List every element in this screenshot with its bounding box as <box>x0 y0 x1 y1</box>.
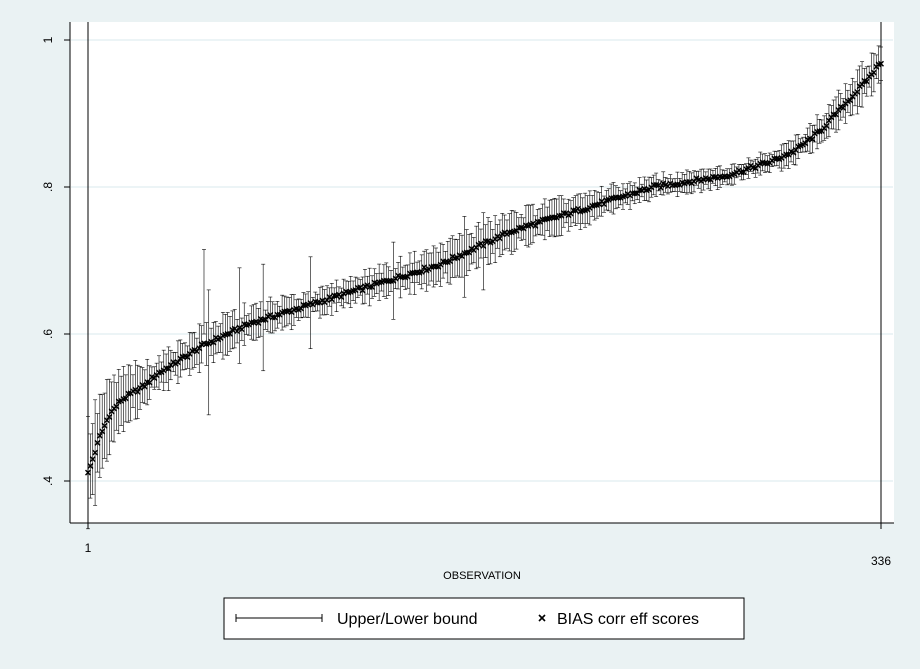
score-marker <box>809 136 816 143</box>
score-marker <box>328 296 335 303</box>
score-marker <box>418 268 425 275</box>
score-marker <box>825 117 832 124</box>
score-marker <box>298 305 305 312</box>
score-marker <box>447 258 454 265</box>
y-ticks: .4 .6 .8 1 <box>41 36 70 486</box>
score-marker <box>196 345 203 352</box>
score-marker <box>141 383 148 390</box>
score-marker <box>96 432 103 439</box>
plot-area <box>70 22 894 523</box>
legend-label-bound: Upper/Lower bound <box>337 611 478 628</box>
x-axis-title: OBSERVATION <box>443 570 521 582</box>
score-marker <box>85 469 91 476</box>
score-marker <box>480 242 487 249</box>
x-ticks: 1 336 <box>85 523 891 568</box>
score-marker <box>878 60 884 67</box>
score-marker <box>863 78 870 85</box>
score-marker <box>238 326 245 333</box>
error-bar <box>237 267 242 364</box>
score-marker <box>89 456 96 463</box>
score-marker <box>833 111 840 118</box>
score-marker <box>657 184 664 191</box>
y-tick-label: .4 <box>41 476 55 486</box>
score-marker <box>359 287 366 294</box>
x-tick-label: 1 <box>85 541 92 555</box>
x-tick-label: 336 <box>871 554 891 568</box>
score-marker <box>601 201 608 208</box>
error-bar <box>206 289 211 416</box>
score-marker <box>87 463 94 470</box>
score-marker <box>92 449 99 456</box>
score-marker <box>437 261 444 268</box>
legend-label-score: BIAS corr eff scores <box>557 611 699 628</box>
score-marker <box>369 284 376 291</box>
score-marker <box>466 249 473 256</box>
score-marker <box>823 122 830 129</box>
legend: Upper/Lower bound BIAS corr eff scores <box>223 597 745 640</box>
score-marker <box>165 365 172 372</box>
score-marker <box>532 222 539 229</box>
score-marker <box>94 439 101 446</box>
gridlines <box>71 22 893 523</box>
error-bar <box>481 212 486 291</box>
score-marker <box>792 146 799 153</box>
score-marker <box>227 330 234 337</box>
score-marker <box>99 428 106 435</box>
score-marker <box>210 339 217 346</box>
legend-key-score <box>538 614 546 622</box>
score-marker <box>802 140 809 147</box>
legend-key-bound <box>235 614 323 622</box>
score-marker <box>113 403 120 410</box>
score-marker <box>134 388 141 395</box>
score-marker <box>234 328 241 335</box>
y-tick-label: .8 <box>41 182 55 192</box>
score-markers <box>85 60 884 476</box>
score-marker <box>870 69 877 76</box>
y-tick-label: 1 <box>41 36 55 43</box>
score-marker <box>146 379 153 386</box>
score-marker <box>859 81 866 88</box>
score-marker <box>338 293 345 300</box>
score-marker <box>101 422 108 429</box>
error-bar <box>201 249 206 335</box>
y-tick-label: .6 <box>41 329 55 339</box>
error-bar <box>462 216 467 298</box>
score-marker <box>854 88 861 95</box>
score-marker <box>847 97 854 104</box>
score-marker <box>567 210 574 217</box>
score-marker <box>255 319 262 326</box>
score-marker <box>174 359 181 366</box>
score-marker <box>106 413 113 420</box>
score-marker <box>496 235 503 242</box>
score-marker <box>122 395 129 402</box>
score-marker <box>840 104 847 111</box>
